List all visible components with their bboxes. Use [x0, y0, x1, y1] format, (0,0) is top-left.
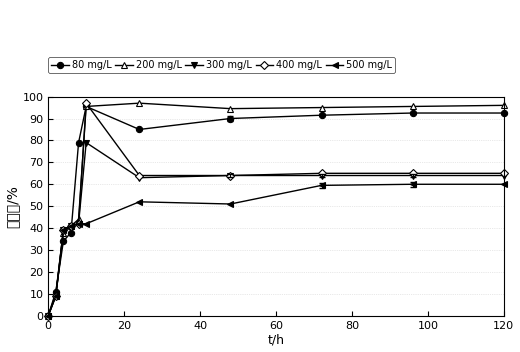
200 mg/L — [501, 103, 507, 107]
400 mg/L — [501, 171, 507, 175]
80 mg/L — [501, 111, 507, 115]
400 mg/L — [45, 314, 51, 318]
500 mg/L — [227, 202, 233, 206]
200 mg/L — [410, 104, 416, 108]
X-axis label: t/h: t/h — [267, 333, 284, 346]
300 mg/L — [410, 174, 416, 178]
200 mg/L — [53, 294, 59, 298]
500 mg/L — [45, 314, 51, 318]
80 mg/L — [75, 140, 82, 145]
500 mg/L — [136, 200, 142, 204]
400 mg/L — [60, 228, 67, 232]
Y-axis label: 脱色率/%: 脱色率/% — [6, 185, 20, 228]
80 mg/L — [318, 113, 324, 117]
500 mg/L — [60, 228, 67, 232]
400 mg/L — [83, 101, 89, 105]
500 mg/L — [410, 182, 416, 186]
300 mg/L — [83, 140, 89, 145]
400 mg/L — [68, 224, 74, 228]
80 mg/L — [60, 239, 67, 243]
500 mg/L — [75, 222, 82, 226]
200 mg/L — [318, 106, 324, 110]
200 mg/L — [45, 314, 51, 318]
200 mg/L — [227, 107, 233, 111]
200 mg/L — [60, 231, 67, 235]
300 mg/L — [45, 314, 51, 318]
80 mg/L — [136, 127, 142, 132]
300 mg/L — [227, 174, 233, 178]
80 mg/L — [227, 117, 233, 121]
300 mg/L — [501, 174, 507, 178]
200 mg/L — [83, 104, 89, 108]
300 mg/L — [136, 176, 142, 180]
Line: 200 mg/L: 200 mg/L — [45, 100, 507, 319]
Line: 500 mg/L: 500 mg/L — [45, 181, 507, 319]
300 mg/L — [60, 228, 67, 232]
500 mg/L — [83, 222, 89, 226]
500 mg/L — [318, 183, 324, 188]
500 mg/L — [68, 224, 74, 228]
80 mg/L — [53, 290, 59, 294]
500 mg/L — [501, 182, 507, 186]
300 mg/L — [53, 292, 59, 296]
Line: 400 mg/L: 400 mg/L — [45, 100, 507, 319]
400 mg/L — [410, 171, 416, 175]
300 mg/L — [318, 174, 324, 178]
400 mg/L — [75, 222, 82, 226]
80 mg/L — [68, 231, 74, 235]
300 mg/L — [75, 222, 82, 226]
400 mg/L — [227, 174, 233, 178]
80 mg/L — [410, 111, 416, 115]
80 mg/L — [83, 104, 89, 108]
400 mg/L — [53, 294, 59, 298]
200 mg/L — [136, 101, 142, 105]
Line: 300 mg/L: 300 mg/L — [45, 139, 507, 319]
200 mg/L — [68, 224, 74, 228]
80 mg/L — [45, 314, 51, 318]
500 mg/L — [53, 294, 59, 298]
400 mg/L — [136, 174, 142, 178]
400 mg/L — [318, 171, 324, 175]
300 mg/L — [68, 224, 74, 228]
Line: 80 mg/L: 80 mg/L — [45, 103, 507, 319]
200 mg/L — [75, 217, 82, 221]
Legend: 80 mg/L, 200 mg/L, 300 mg/L, 400 mg/L, 500 mg/L: 80 mg/L, 200 mg/L, 300 mg/L, 400 mg/L, 5… — [48, 57, 395, 73]
